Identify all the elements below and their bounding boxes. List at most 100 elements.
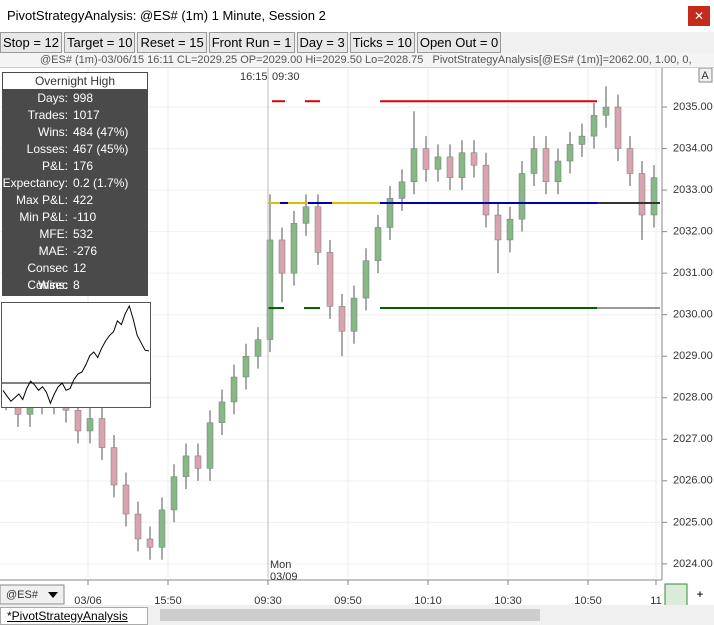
study-text: PivotStrategyAnalysis[@ES# (1m)]=2062.00… bbox=[432, 54, 692, 66]
candle-body bbox=[506, 218, 514, 241]
stats-row: P&L: 176 bbox=[2, 158, 148, 175]
scrollbar-thumb[interactable] bbox=[160, 609, 540, 621]
candle-body bbox=[374, 227, 382, 261]
candle-body bbox=[146, 538, 154, 548]
symbol-dropdown[interactable] bbox=[0, 584, 65, 605]
toolbar-button[interactable]: Reset = 15 bbox=[137, 32, 207, 53]
candle-body bbox=[614, 106, 622, 149]
candle-body bbox=[542, 148, 550, 183]
stats-value: 8 bbox=[73, 278, 80, 292]
candle-body bbox=[302, 206, 310, 224]
candle-body bbox=[98, 418, 106, 448]
stats-row: Days: 998 bbox=[2, 90, 148, 107]
y-tick-label: 2031.00 bbox=[673, 267, 713, 279]
toolbar-button[interactable]: Stop = 12 bbox=[0, 32, 63, 53]
scale-button[interactable] bbox=[698, 67, 713, 83]
x-tick-label: 09:30 bbox=[254, 595, 282, 607]
close-button[interactable]: ✕ bbox=[688, 6, 710, 26]
stats-label: MFE: bbox=[39, 227, 68, 241]
candle-body bbox=[86, 418, 94, 432]
candle-body bbox=[242, 355, 250, 378]
candle-body bbox=[578, 135, 586, 145]
y-tick-label: 2025.00 bbox=[673, 516, 713, 528]
candle-body bbox=[434, 156, 442, 170]
candle-body bbox=[206, 422, 214, 469]
candle-body bbox=[518, 173, 526, 220]
candle-body bbox=[350, 297, 358, 332]
stats-panel: Overnight High Days: 998 Trades: 1017 Wins: 48… bbox=[2, 72, 148, 309]
toolbar-button[interactable]: Front Run = 1 bbox=[208, 32, 295, 53]
candle-body bbox=[326, 252, 334, 307]
candle-body bbox=[134, 513, 142, 540]
stats-value: -110 bbox=[73, 210, 97, 224]
toolbar-button[interactable]: Ticks = 10 bbox=[349, 32, 415, 53]
candle-body bbox=[386, 198, 394, 228]
x-tick-label: 11 bbox=[650, 595, 661, 607]
y-tick-label: 2035.00 bbox=[673, 101, 713, 113]
stats-label: Max P&L: bbox=[15, 193, 68, 207]
chart-annotation: 16:15 bbox=[240, 71, 268, 83]
candle-body bbox=[566, 144, 574, 162]
stats-value: 532 bbox=[73, 227, 94, 241]
stats-value: -276 bbox=[73, 244, 98, 258]
stats-row: MFE: 532 bbox=[2, 226, 148, 243]
candle-body bbox=[122, 484, 130, 515]
stats-row: Losses: 467 (45%) bbox=[2, 141, 148, 158]
toolbar-button[interactable]: Open Out = 0 bbox=[416, 32, 502, 53]
toolbar-button[interactable]: Day = 3 bbox=[296, 32, 348, 53]
stats-label: Expectancy: bbox=[2, 176, 68, 190]
y-tick-label: 2030.00 bbox=[673, 309, 713, 321]
candle-body bbox=[170, 476, 178, 511]
candle-body bbox=[314, 206, 322, 253]
chart-annotation: Mon bbox=[270, 559, 291, 571]
stats-row: Wins: 484 (47%) bbox=[2, 124, 148, 141]
stats-row: Min P&L: -110 bbox=[2, 209, 148, 226]
candle-body bbox=[338, 306, 346, 332]
candle-body bbox=[278, 239, 286, 274]
stats-label: MAE: bbox=[38, 244, 68, 258]
candle-body bbox=[254, 339, 262, 357]
candle-body bbox=[482, 164, 490, 216]
x-tick-label: 03/06 bbox=[74, 595, 102, 607]
stats-row: MAE: -276 bbox=[2, 243, 148, 260]
refresh-button[interactable] bbox=[664, 583, 688, 607]
stats-value: 176 bbox=[73, 159, 94, 173]
scale-button-label[interactable]: A bbox=[701, 70, 709, 82]
window-title: PivotStrategyAnalysis: @ES# (1m) 1 Minut… bbox=[7, 8, 326, 23]
candle-body bbox=[182, 455, 190, 477]
dropdown-arrow bbox=[48, 592, 58, 598]
stats-row: Max P&L: 422 bbox=[2, 192, 148, 209]
candle-body bbox=[410, 148, 418, 183]
stats-label: Days: bbox=[37, 91, 68, 105]
equity-line bbox=[2, 304, 150, 405]
candle-body bbox=[290, 223, 298, 274]
y-tick-label: 2033.00 bbox=[673, 184, 713, 196]
y-tick-label: 2028.00 bbox=[673, 392, 713, 404]
stats-row: Trades: 1017 bbox=[2, 107, 148, 124]
candle-body bbox=[458, 152, 466, 178]
add-button[interactable]: + bbox=[697, 589, 703, 601]
x-tick-label: 15:50 bbox=[154, 595, 182, 607]
x-tick-label: 09:50 bbox=[334, 595, 362, 607]
info-bar: @ES# (1m)-03/06/15 16:11 CL=2029.25 OP=2… bbox=[0, 53, 714, 68]
tab[interactable]: *PivotStrategyAnalysis bbox=[0, 607, 148, 625]
stats-label: Min P&L: bbox=[19, 210, 68, 224]
y-tick-label: 2026.00 bbox=[673, 475, 713, 487]
y-tick-label: 2027.00 bbox=[673, 433, 713, 445]
stats-value: 467 (45%) bbox=[73, 142, 129, 156]
candle-body bbox=[266, 239, 274, 340]
candle-body bbox=[158, 509, 166, 548]
candle-body bbox=[626, 148, 634, 174]
stats-row: Consec Loss: 8 bbox=[2, 277, 148, 309]
candle-body bbox=[110, 447, 118, 486]
toolbar-button[interactable]: Target = 10 bbox=[64, 32, 136, 53]
stats-label: Wins: bbox=[38, 125, 68, 139]
candle-body bbox=[554, 160, 562, 183]
candle-body bbox=[446, 156, 454, 178]
candle-body bbox=[218, 401, 226, 423]
symbol-label[interactable]: @ES# bbox=[6, 589, 39, 601]
candle-body bbox=[602, 106, 610, 116]
chart-annotation: 09:30 bbox=[272, 71, 300, 83]
stats-label: Consec Wins: bbox=[27, 261, 68, 292]
y-tick-label: 2024.00 bbox=[673, 558, 713, 570]
